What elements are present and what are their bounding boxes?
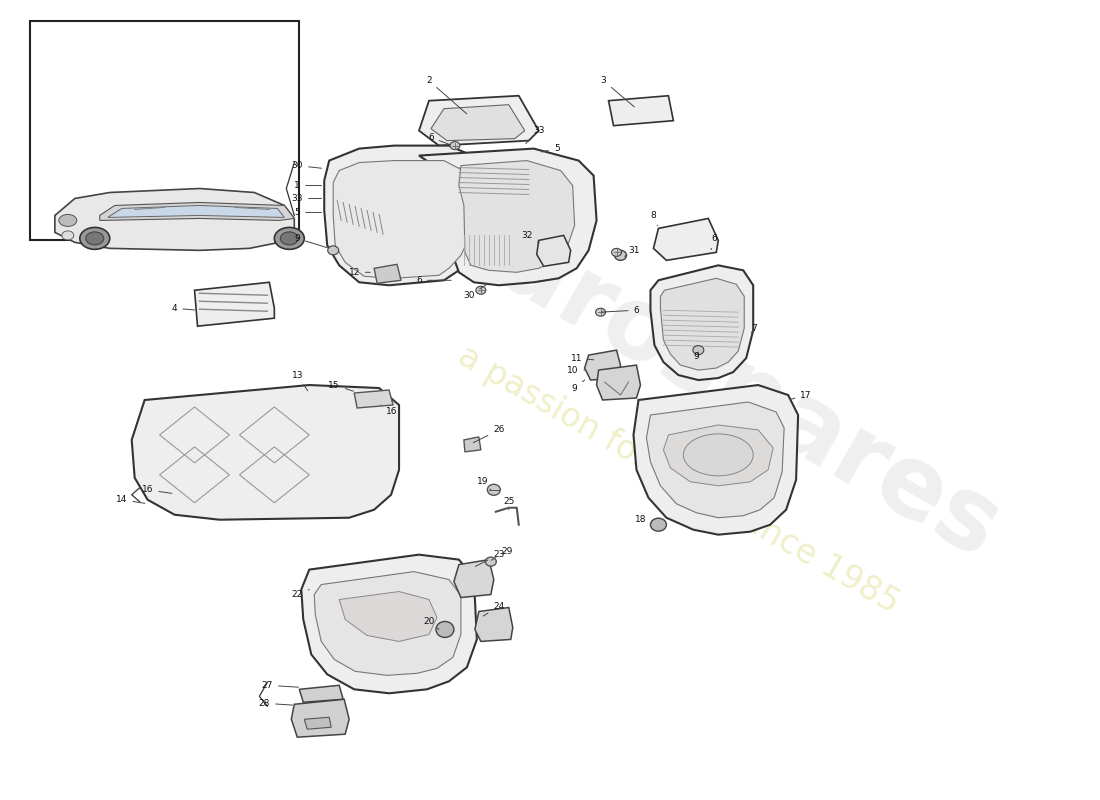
- Polygon shape: [660, 278, 745, 370]
- Polygon shape: [431, 105, 525, 141]
- Ellipse shape: [487, 484, 500, 495]
- Polygon shape: [459, 161, 574, 272]
- Text: 13: 13: [292, 370, 308, 390]
- Polygon shape: [663, 425, 773, 486]
- Ellipse shape: [693, 346, 704, 354]
- Ellipse shape: [62, 231, 74, 240]
- Text: 9: 9: [693, 352, 700, 361]
- Text: 12: 12: [349, 268, 371, 277]
- Polygon shape: [608, 96, 673, 126]
- Ellipse shape: [650, 518, 667, 531]
- Text: 11: 11: [571, 354, 594, 362]
- Text: 32: 32: [521, 231, 539, 243]
- Ellipse shape: [274, 227, 305, 250]
- Ellipse shape: [683, 434, 754, 476]
- Text: eurospares: eurospares: [420, 180, 1016, 580]
- Ellipse shape: [476, 286, 486, 294]
- Text: 16: 16: [142, 486, 172, 494]
- Text: 8: 8: [650, 211, 658, 226]
- Text: 6: 6: [416, 276, 451, 285]
- Text: 29: 29: [492, 547, 513, 560]
- Text: 10: 10: [566, 366, 584, 374]
- Ellipse shape: [328, 246, 339, 255]
- Text: 5: 5: [541, 144, 560, 153]
- Polygon shape: [315, 571, 461, 675]
- Text: 2: 2: [426, 76, 466, 114]
- Text: 26: 26: [473, 426, 505, 442]
- Text: 9: 9: [295, 234, 327, 247]
- Text: 7: 7: [751, 324, 757, 333]
- Polygon shape: [305, 718, 331, 730]
- Polygon shape: [596, 365, 640, 400]
- Text: 22: 22: [292, 590, 309, 599]
- Ellipse shape: [485, 557, 496, 566]
- Polygon shape: [299, 686, 343, 702]
- Polygon shape: [475, 607, 513, 642]
- Text: 6: 6: [711, 234, 717, 250]
- Text: 25: 25: [503, 498, 515, 510]
- Text: 24: 24: [483, 602, 505, 616]
- Text: 14: 14: [116, 495, 145, 504]
- Bar: [30, 21, 299, 240]
- Ellipse shape: [612, 248, 621, 256]
- Text: 27: 27: [262, 681, 298, 690]
- Text: 33: 33: [526, 126, 544, 144]
- Ellipse shape: [595, 308, 606, 316]
- Ellipse shape: [615, 250, 627, 260]
- Text: 5: 5: [295, 208, 321, 217]
- Ellipse shape: [59, 214, 77, 226]
- Ellipse shape: [280, 232, 298, 245]
- Polygon shape: [339, 591, 437, 642]
- Polygon shape: [132, 385, 399, 520]
- Text: 3: 3: [601, 76, 635, 107]
- Polygon shape: [195, 282, 274, 326]
- Text: 23: 23: [475, 550, 505, 566]
- Text: 19: 19: [477, 478, 491, 490]
- Text: 30: 30: [463, 285, 486, 300]
- Polygon shape: [650, 266, 754, 380]
- Polygon shape: [419, 96, 539, 146]
- Text: 16: 16: [381, 405, 398, 417]
- Text: 20: 20: [424, 617, 439, 630]
- Polygon shape: [333, 161, 475, 278]
- Polygon shape: [292, 699, 349, 737]
- Polygon shape: [653, 218, 718, 260]
- Polygon shape: [419, 149, 596, 286]
- Ellipse shape: [450, 142, 460, 150]
- Polygon shape: [100, 202, 295, 221]
- Text: 1: 1: [295, 181, 321, 190]
- Text: 33: 33: [292, 194, 321, 203]
- Polygon shape: [374, 264, 401, 283]
- Text: 6: 6: [428, 133, 450, 145]
- Ellipse shape: [86, 232, 103, 245]
- Ellipse shape: [436, 622, 454, 638]
- Ellipse shape: [80, 227, 110, 250]
- Text: 4: 4: [172, 304, 195, 313]
- Text: 15: 15: [329, 381, 353, 391]
- Polygon shape: [354, 390, 393, 408]
- Text: 17: 17: [791, 390, 812, 399]
- Polygon shape: [55, 189, 295, 250]
- Text: a passion for parts since 1985: a passion for parts since 1985: [452, 339, 905, 620]
- Polygon shape: [464, 437, 481, 452]
- Polygon shape: [108, 206, 284, 218]
- Text: 31: 31: [625, 246, 640, 256]
- Text: 30: 30: [292, 161, 321, 170]
- Polygon shape: [584, 350, 620, 380]
- Polygon shape: [454, 560, 494, 598]
- Text: 9: 9: [572, 380, 584, 393]
- Polygon shape: [537, 235, 571, 266]
- Polygon shape: [647, 402, 784, 518]
- Polygon shape: [634, 385, 799, 534]
- Polygon shape: [301, 554, 477, 694]
- Text: 18: 18: [635, 515, 652, 524]
- Text: 6: 6: [602, 306, 639, 314]
- Polygon shape: [324, 146, 488, 286]
- Text: 28: 28: [258, 698, 293, 708]
